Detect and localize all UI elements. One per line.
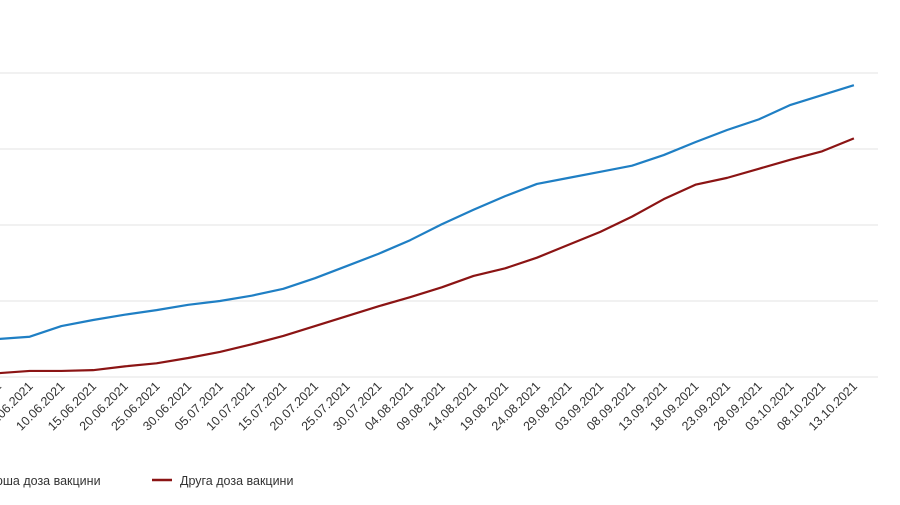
series-line [0,84,855,340]
legend-label: Друга доза вакцини [180,474,293,488]
legend-label: Перша доза вакцини [0,474,101,488]
series-line [0,137,855,375]
